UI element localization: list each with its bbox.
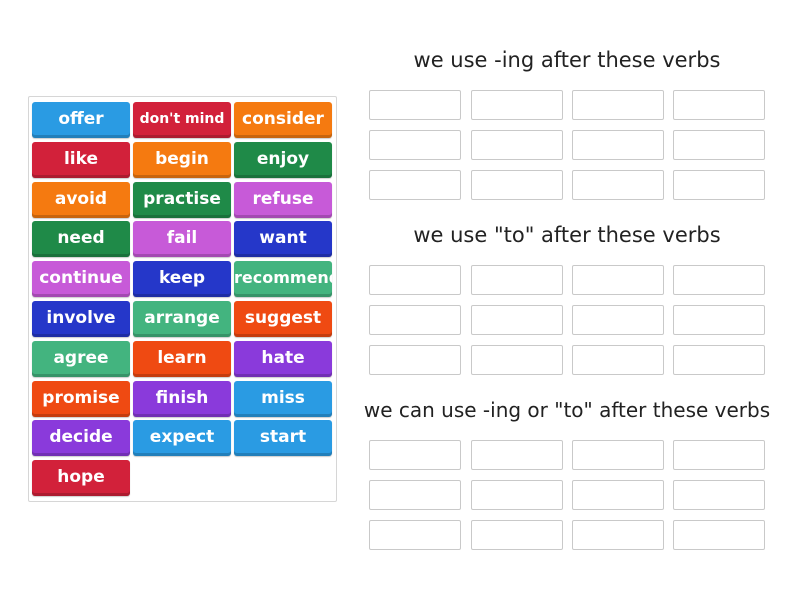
word-tile[interactable]: continue: [32, 261, 130, 298]
drop-slot[interactable]: [572, 170, 664, 200]
drop-slot[interactable]: [572, 130, 664, 160]
word-tile[interactable]: hope: [32, 460, 130, 497]
word-tile[interactable]: suggest: [234, 301, 332, 337]
drop-slot[interactable]: [369, 265, 461, 295]
word-tile[interactable]: promise: [32, 380, 130, 417]
word-tile[interactable]: begin: [133, 141, 231, 178]
drop-slot[interactable]: [572, 345, 664, 375]
word-tile[interactable]: offer: [32, 102, 130, 138]
word-tile[interactable]: involve: [32, 301, 130, 337]
drop-slot[interactable]: [471, 265, 563, 295]
word-tile[interactable]: miss: [234, 380, 332, 417]
group-heading: we use "to" after these verbs: [413, 223, 721, 247]
word-tile[interactable]: refuse: [234, 181, 332, 218]
drop-slot[interactable]: [673, 170, 765, 200]
drop-slot[interactable]: [369, 520, 461, 550]
drop-slot[interactable]: [471, 440, 563, 470]
drop-slot[interactable]: [369, 480, 461, 510]
drop-slot[interactable]: [673, 305, 765, 335]
drop-slot[interactable]: [471, 480, 563, 510]
drop-slot[interactable]: [369, 90, 461, 120]
drop-slot[interactable]: [673, 265, 765, 295]
drop-slot[interactable]: [572, 440, 664, 470]
drop-slot[interactable]: [673, 440, 765, 470]
word-tile[interactable]: finish: [133, 380, 231, 417]
drop-slot[interactable]: [471, 345, 563, 375]
word-tile[interactable]: consider: [234, 102, 332, 138]
word-tile[interactable]: fail: [133, 221, 231, 258]
drop-slot[interactable]: [572, 90, 664, 120]
word-tile[interactable]: start: [234, 420, 332, 457]
word-tile[interactable]: want: [234, 221, 332, 258]
word-tile[interactable]: learn: [133, 340, 231, 377]
word-tile[interactable]: enjoy: [234, 141, 332, 178]
word-tile[interactable]: decide: [32, 420, 130, 457]
word-tile[interactable]: recommend: [234, 261, 332, 298]
drop-slot[interactable]: [673, 90, 765, 120]
drop-slot[interactable]: [572, 305, 664, 335]
drop-slot[interactable]: [572, 520, 664, 550]
drop-slot[interactable]: [471, 90, 563, 120]
drop-slot[interactable]: [369, 345, 461, 375]
word-tile[interactable]: expect: [133, 420, 231, 457]
word-tile[interactable]: like: [32, 141, 130, 178]
word-tile[interactable]: agree: [32, 340, 130, 377]
drop-slot[interactable]: [369, 130, 461, 160]
drop-slot[interactable]: [369, 305, 461, 335]
drop-slot[interactable]: [673, 345, 765, 375]
word-tile[interactable]: don't mind: [133, 102, 231, 138]
drop-slot[interactable]: [369, 440, 461, 470]
drop-slot[interactable]: [673, 130, 765, 160]
drop-slot[interactable]: [471, 130, 563, 160]
word-tile[interactable]: avoid: [32, 181, 130, 218]
group-heading: we can use -ing or "to" after these verb…: [363, 398, 771, 422]
word-tile[interactable]: arrange: [133, 301, 231, 337]
word-bank: offer don't mind consider like begin enjoy avo…: [28, 96, 337, 502]
drop-slot[interactable]: [471, 520, 563, 550]
drop-slot[interactable]: [369, 170, 461, 200]
word-tile[interactable]: keep: [133, 261, 231, 298]
word-tile[interactable]: hate: [234, 340, 332, 377]
drop-slot[interactable]: [673, 520, 765, 550]
word-tile[interactable]: need: [32, 221, 130, 258]
drop-slot[interactable]: [471, 170, 563, 200]
word-tile[interactable]: practise: [133, 181, 231, 218]
drop-slot[interactable]: [673, 480, 765, 510]
group-heading: we use -ing after these verbs: [413, 48, 721, 72]
drop-slot[interactable]: [572, 480, 664, 510]
drop-slot[interactable]: [572, 265, 664, 295]
drop-slot[interactable]: [471, 305, 563, 335]
